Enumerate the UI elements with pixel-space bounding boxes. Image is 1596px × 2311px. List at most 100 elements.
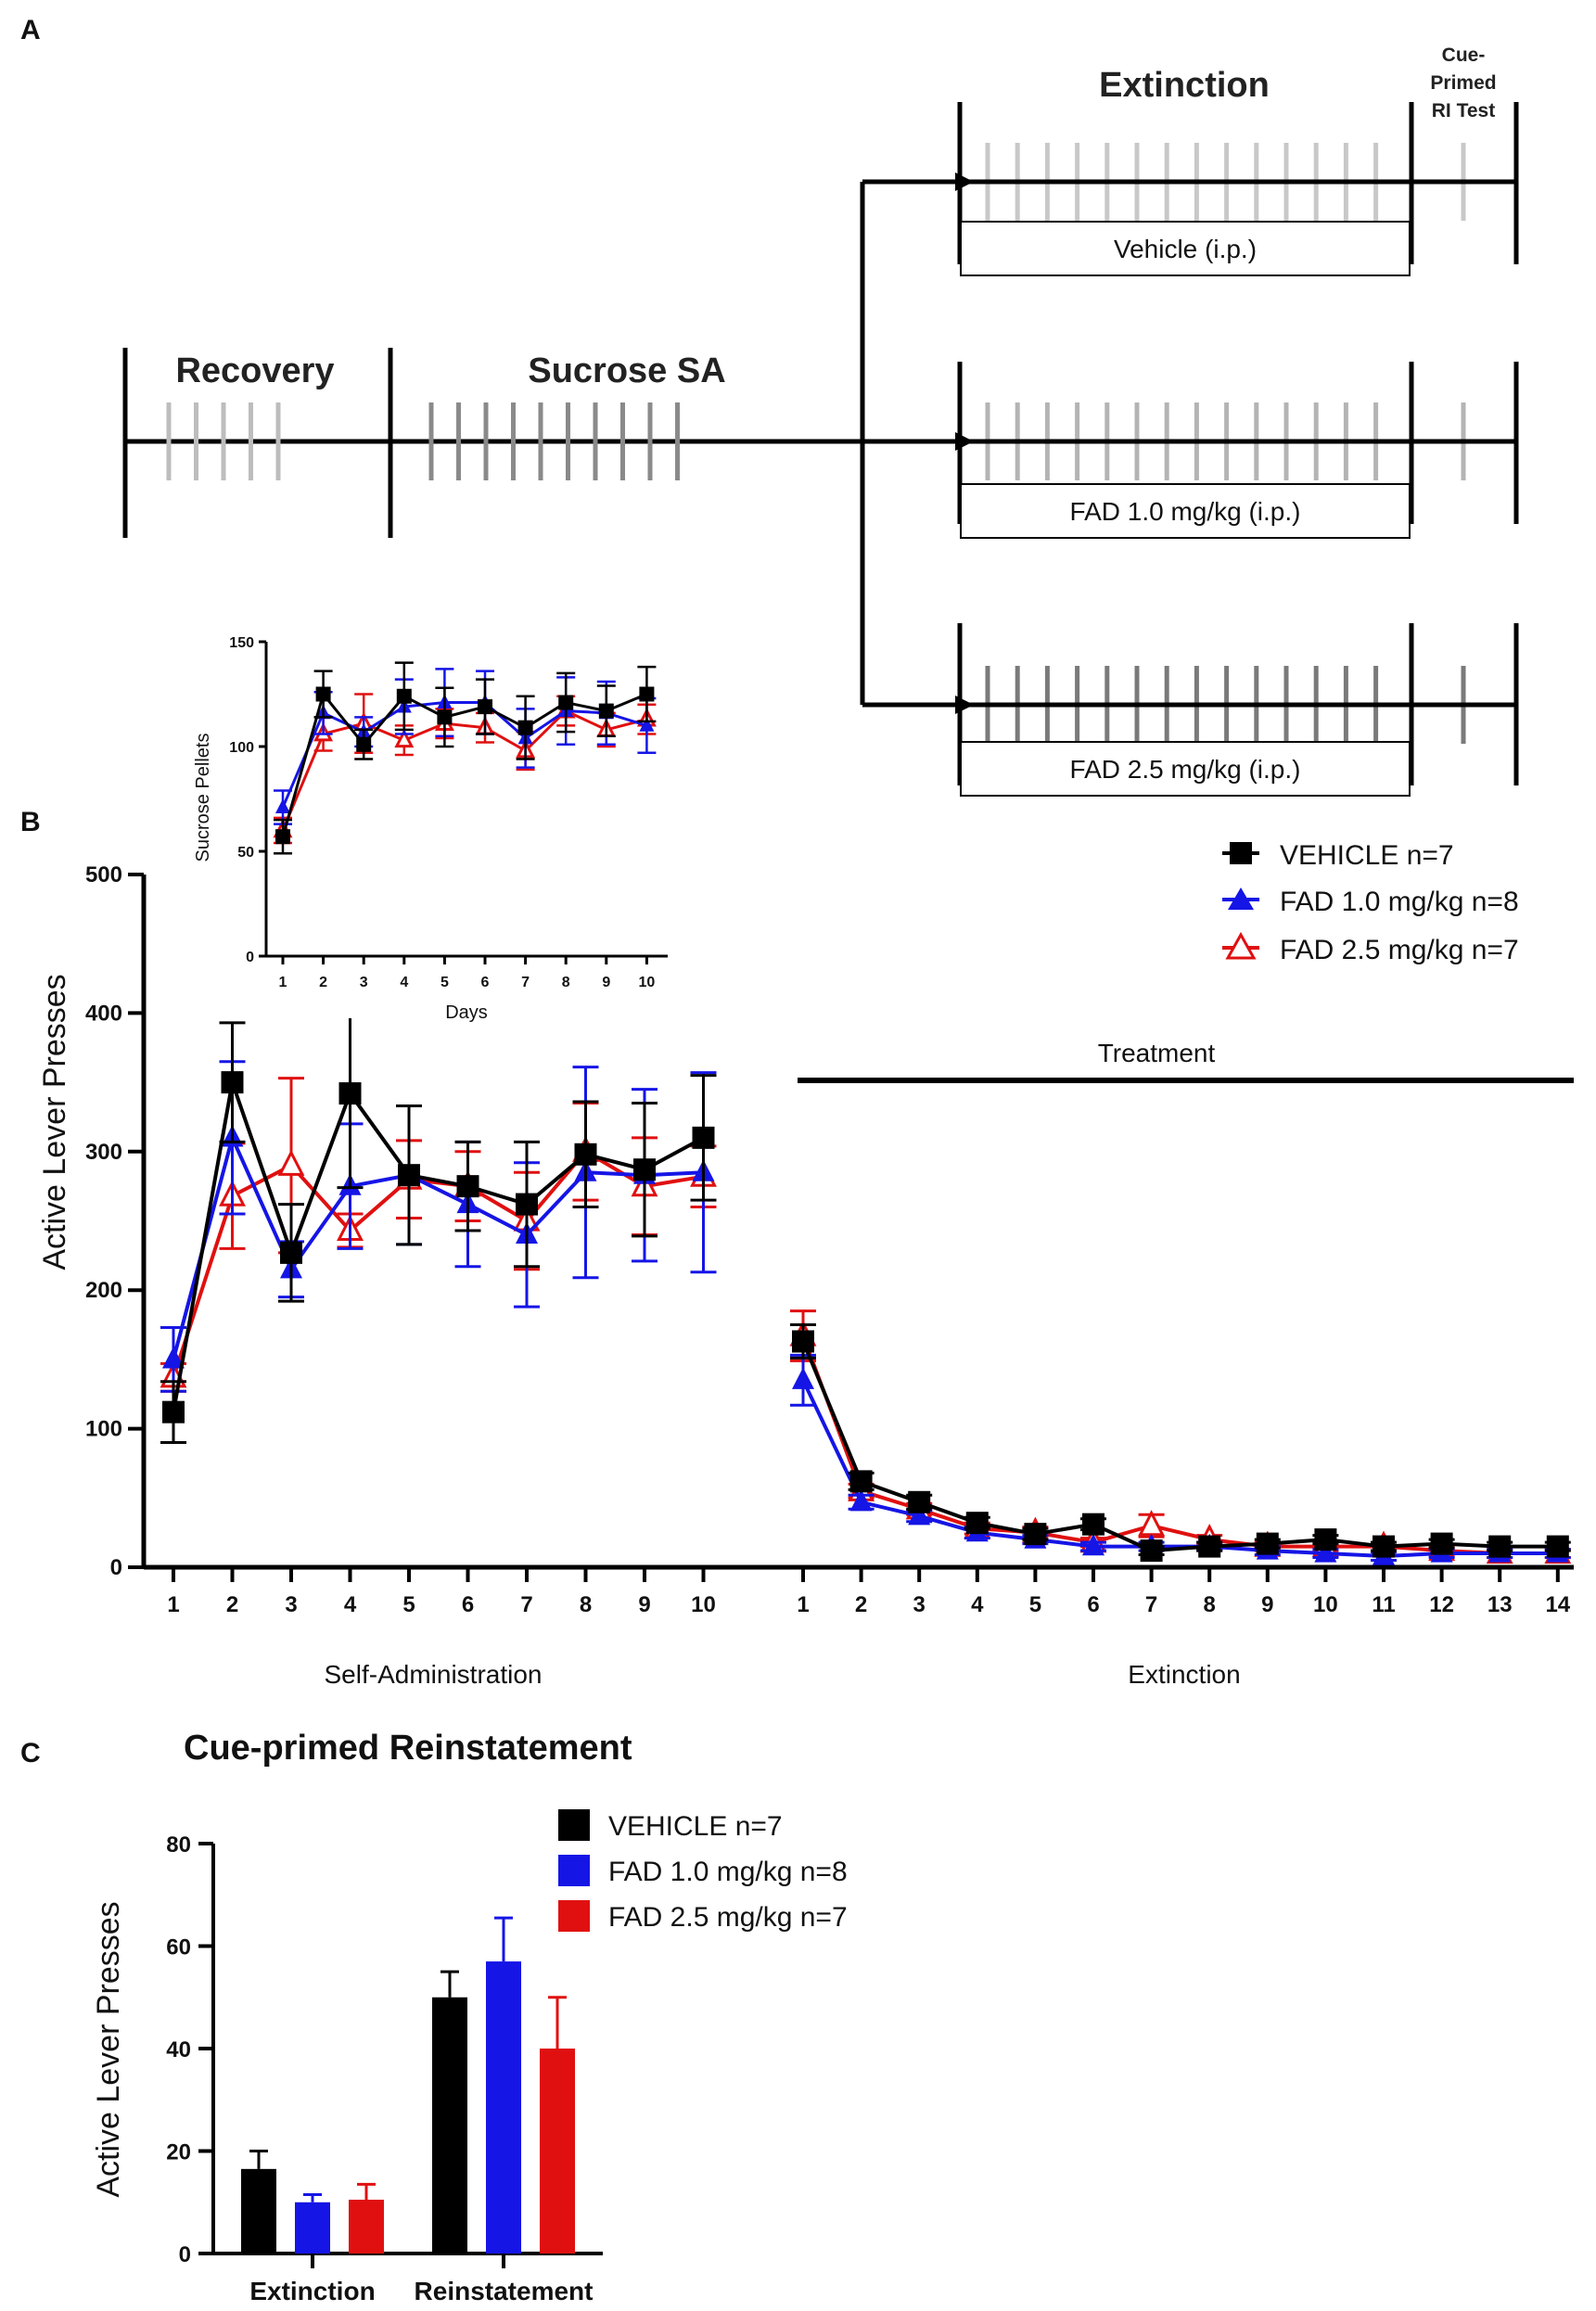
main-y-tick-label: 500 [85,862,122,887]
data-point-vehicle [1488,1535,1512,1558]
data-point-fad1 [849,1488,873,1512]
main-x-tick-label: 3 [913,1592,926,1617]
inset-y-tick-label: 0 [246,950,254,965]
legend-b-fad25-marker [1225,931,1257,960]
main-x-tick-label: 9 [1261,1592,1273,1617]
main-x-tick-label: 1 [167,1592,179,1617]
main-x-tick-label: 10 [691,1592,716,1617]
inset-x-tick-label: 2 [319,975,327,990]
main-x-tick-label: 4 [344,1592,357,1617]
main-x-tick-label: 2 [226,1592,238,1617]
legend-panel-b: VEHICLE n=7 FAD 1.0 mg/kg n=8 FAD 2.5 mg… [1222,840,1519,965]
data-point-vehicle [1373,1535,1395,1558]
inset-point-fad1 [639,717,655,732]
data-point-vehicle [1314,1528,1337,1551]
extinction-stage-label: Extinction [1099,66,1270,105]
inset-series-group [273,661,657,855]
inset-y-ticks: 0 50 100 150 [229,635,266,965]
data-point-vehicle [692,1126,715,1149]
legend-panel-c: VEHICLE n=7 FAD 1.0 mg/kg n=8 FAD 2.5 mg… [558,1809,848,1933]
data-point-vehicle [633,1158,656,1181]
group-label-extinction: Extinction [1128,1660,1240,1689]
legend-b-fad1: FAD 1.0 mg/kg n=8 [1280,887,1519,917]
main-x-tick-label: 9 [638,1592,650,1617]
sucrose-pellets-inset-chart: 0 50 100 150 1 2 3 4 5 6 7 8 9 10 Sucrose Pellets Da… [193,635,677,1023]
inset-point-vehicle [639,686,655,702]
data-point-vehicle [849,1470,873,1493]
data-point-vehicle [1024,1523,1047,1546]
reinstatement-bar-chart: 0 20 40 60 80 Active Lever Presses Extinctio… [91,1832,603,2305]
data-point-vehicle [1546,1535,1569,1558]
inset-y-axis-label: Sucrose Pellets [193,734,213,862]
bar-y-tick-label: 0 [179,2242,191,2267]
inset-line-fad1 [281,701,647,809]
inset-point-vehicle [315,686,331,702]
main-x-tick-label: 14 [1545,1592,1570,1617]
main-x-tick-label: 10 [1313,1592,1338,1617]
treatment-label-fad25: FAD 2.5 mg/kg (i.p.) [1070,755,1301,784]
main-y-tick-label: 200 [85,1278,122,1303]
treatment-box-fad1 [960,483,1411,539]
bar-y-tick-label: 20 [166,2140,191,2165]
treatment-label-fad1: FAD 1.0 mg/kg (i.p.) [1070,497,1301,526]
main-x-tick-label: 3 [285,1592,297,1617]
series-line-fad1 [172,1131,704,1360]
bars-group: Extinction Reinstatement [241,1916,594,2305]
inset-x-tick-label: 5 [440,975,449,990]
data-point-fad1 [1082,1533,1104,1556]
sucrose-sa-label: Sucrose SA [528,351,725,390]
bar-category-label: Reinstatement [415,2277,594,2305]
data-point-vehicle [280,1241,302,1264]
legend-b-fad25: FAD 2.5 mg/kg n=7 [1280,935,1519,965]
inset-point-vehicle [275,829,290,845]
inset-x-tick-label: 4 [400,975,408,990]
series-line-fad1 [801,1379,1558,1559]
main-x-tick-label: 8 [580,1592,592,1617]
reinstatement-title: Cue-primed Reinstatement [184,1729,632,1768]
legend-c-vehicle-swatch [558,1809,590,1841]
bar-y-tick-label: 80 [166,1832,191,1858]
inset-x-ticks: 1 2 3 4 5 6 7 8 9 10 [279,956,655,990]
inset-point-vehicle [437,709,453,725]
data-point-vehicle [1256,1532,1279,1555]
data-point-vehicle [338,1082,362,1105]
data-point-fad25 [1138,1510,1166,1537]
bar-fad1 [486,1961,521,2254]
inset-x-tick-label: 6 [481,975,490,990]
data-point-vehicle [1082,1513,1104,1536]
main-x-tick-label: 7 [520,1592,532,1617]
inset-point-vehicle [356,736,372,752]
treatment-annotation: Treatment [1098,1039,1216,1067]
data-point-vehicle [1140,1539,1163,1563]
data-point-fad1 [792,1367,814,1389]
data-point-vehicle [1198,1535,1221,1558]
series-vehicle [160,997,1571,1563]
bar-fad25 [540,2049,575,2254]
inset-point-fad25 [394,728,415,748]
main-y-tick-label: 400 [85,1001,122,1026]
treatment-box-vehicle [960,221,1411,276]
main-x-tick-label: 7 [1145,1592,1157,1617]
data-point-fad1 [1314,1540,1337,1563]
legend-c-fad1: FAD 1.0 mg/kg n=8 [608,1857,848,1887]
main-y-axis-label: Active Lever Presses [37,974,72,1270]
group-label-self-administration: Self-Administration [325,1660,543,1689]
treatment-label-vehicle: Vehicle (i.p.) [1114,235,1257,263]
main-x-tick-label: 12 [1429,1592,1454,1617]
data-point-vehicle [792,1330,814,1353]
main-x-tick-label: 13 [1487,1592,1513,1617]
main-x-tick-label: 4 [971,1592,984,1617]
legend-c-fad25-swatch [558,1900,590,1932]
main-y-tick-label: 0 [110,1555,122,1580]
inset-x-tick-label: 3 [360,975,368,990]
inset-line-fad25 [281,709,647,831]
data-point-vehicle [965,1512,989,1535]
inset-point-vehicle [598,703,614,719]
data-point-vehicle [398,1164,420,1187]
legend-c-vehicle: VEHICLE n=7 [608,1811,783,1842]
main-x-tick-label: 2 [855,1592,867,1617]
inset-y-tick-label: 150 [229,635,254,651]
bar-vehicle [241,2168,276,2254]
data-point-vehicle [162,1400,185,1424]
bar-y-tick-label: 60 [166,1935,191,1960]
